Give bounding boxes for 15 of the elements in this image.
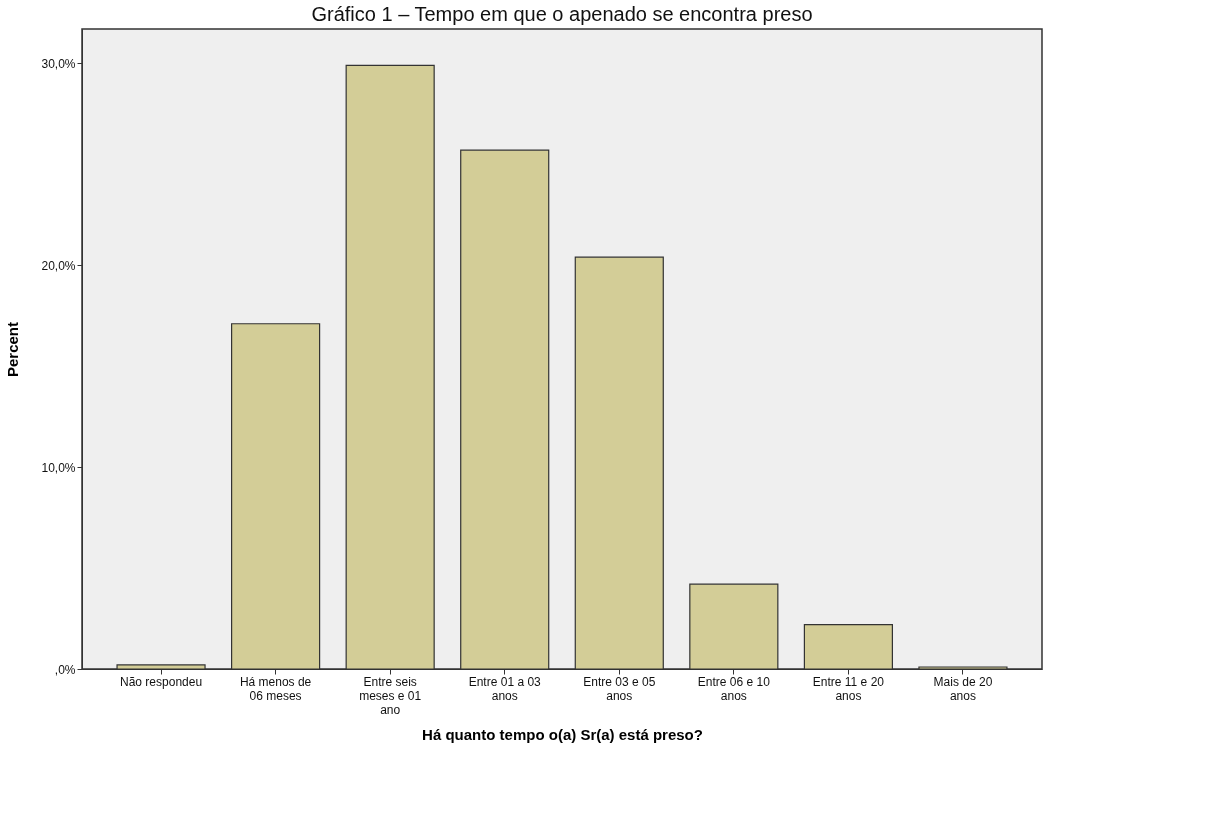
x-tick-label: Não respondeu [120,674,203,689]
x-tick-label: Entre 03 e 05 anos [583,674,656,703]
y-tick-label: 30,0% [41,56,76,71]
x-tick-label: Entre 06 e 10 anos [697,674,771,703]
y-tick-label: 10,0% [41,460,76,475]
x-tick-label: Há menos de 06 meses [239,674,312,703]
y-tick-label: 20,0% [41,258,76,273]
y-axis-title: Percent [4,321,22,378]
chart-title: Gráfico 1 – Tempo em que o apenado se encontra preso [311,3,813,25]
x-tick-label: Entre seis meses e 01 ano [359,674,422,717]
x-tick-label: Entre 01 a 03 anos [468,674,542,703]
x-tick-label: Entre 11 e 20 anos [812,674,885,703]
x-axis-title: Há quanto tempo o(a) Sr(a) está preso? [422,725,703,743]
x-tick-label: Mais de 20 anos [933,674,993,703]
y-tick-label: ,0% [54,662,76,677]
